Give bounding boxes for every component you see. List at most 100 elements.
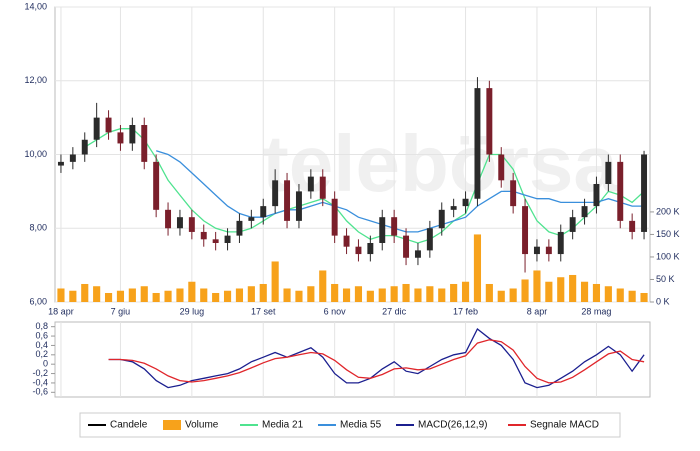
candle-body [403,235,410,258]
volume-bar [188,281,196,302]
y-tick-label: 8,00 [29,223,47,233]
candle-body [545,246,552,255]
volume-bar [307,286,315,302]
y-tick-label: 0,2 [35,349,48,359]
volume-bar [354,286,363,302]
volume-bar [331,283,339,302]
volume-bar [497,290,505,302]
candle-body [414,250,421,258]
candle-body [450,206,457,210]
volume-bar [140,286,148,302]
candle-body [343,235,350,247]
volume-bar [450,283,458,302]
candle-body [260,206,267,218]
legend-label: MACD(26,12,9) [418,420,487,431]
y-tick-label: 12,00 [24,75,47,85]
candle-body [510,180,517,207]
candle-body [153,161,160,210]
candle-body [557,231,564,255]
candle-body [319,176,326,199]
volume-bar [461,281,470,302]
volume-bar [223,290,232,302]
volume-bar [580,281,589,302]
candle-body [581,206,588,218]
candle-body [295,191,302,221]
volume-bar [200,288,208,302]
x-tick-label: 28 mag [581,306,611,316]
candle-body [367,243,374,255]
candle-body [284,180,291,221]
candle-body [379,217,386,243]
volume-bar [176,288,184,302]
volume-bar [235,288,244,302]
candle-body [224,235,231,243]
watermark: telebörsa [262,119,618,208]
volume-bar [271,261,279,302]
candle-body [165,209,172,229]
legend-label: Segnale MACD [530,420,599,431]
candle-body [81,139,88,155]
volume-bar [57,288,65,302]
x-tick-label: 27 dic [382,306,407,316]
candle-body [248,217,255,221]
volume-bar [438,288,446,302]
legend-label: Media 21 [262,420,304,431]
volume-bar [247,286,255,302]
y-tick-label: 0,8 [35,321,48,331]
candle-body [188,217,195,232]
candle-body [57,161,64,166]
volume-bar [116,290,125,302]
volume-bar [414,288,422,302]
candle-body [236,220,243,236]
y2-tick-label: 200 K [656,206,680,216]
candle-body [498,154,505,181]
candle-body [641,154,648,232]
volume-bar [283,288,291,302]
line-series [108,339,645,384]
volume-bar [509,288,517,302]
candle-body [533,246,540,255]
volume-bar [640,292,648,302]
legend-label: Volume [185,420,219,431]
volume-bar [604,286,612,302]
y-tick-label: 14,00 [24,1,47,11]
volume-bar [473,234,482,302]
y-tick-label: -0,2 [32,368,48,378]
volume-bar [342,288,351,302]
volume-bar [426,286,434,302]
volume-bar [93,286,101,302]
y-tick-label: 0,6 [35,330,48,340]
volume-bar [164,290,172,302]
y-tick-label: 10,00 [24,149,47,159]
volume-bar [533,270,541,302]
volume-bar [69,290,77,302]
volume-bar [545,281,553,302]
y-tick-label: 0,4 [35,340,48,350]
line-series [156,150,645,233]
y-tick-label: -0,4 [32,377,48,387]
volume-bar [378,288,386,302]
y2-tick-label: 150 K [656,229,680,239]
candle-body [200,231,207,240]
candle-body [105,117,112,133]
x-tick-label: 17 set [251,306,276,316]
x-tick-label: 29 lug [180,306,205,316]
line-series [84,128,645,244]
legend-label: Media 55 [340,420,382,431]
volume-bar [366,290,374,302]
y2-tick-label: 0 K [656,296,670,306]
y2-tick-label: 100 K [656,251,680,261]
volume-bar [557,277,565,302]
candle-body [426,228,433,251]
candle-body [522,206,529,255]
volume-bar [81,283,89,302]
x-tick-label: 17 feb [453,306,478,316]
candle-body [486,88,493,155]
volume-bar [152,292,160,302]
candle-body [617,161,624,221]
y2-tick-label: 50 K [656,274,675,284]
volume-bar [319,270,327,302]
candle-body [93,117,100,140]
y-tick-label: 0 [43,359,48,369]
